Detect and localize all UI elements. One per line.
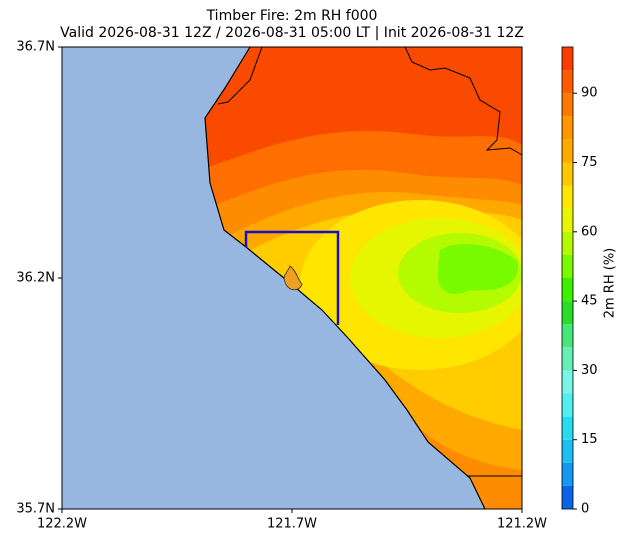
domain-box — [244, 230, 340, 325]
colorbar-segment — [562, 324, 573, 348]
colorbar-label: 2m RH (%) — [603, 248, 618, 319]
colorbar-segment — [562, 185, 573, 209]
colorbar-tick-label: 60 — [581, 224, 598, 239]
colorbar-segment — [562, 278, 573, 302]
y-tick-label: 35.7N — [16, 502, 55, 517]
y-tick-label: 36.2N — [16, 271, 55, 286]
colorbar-tick-label: 45 — [581, 294, 598, 309]
colorbar-segment — [562, 116, 573, 140]
x-tick-label: 122.2W — [37, 517, 87, 532]
colorbar-tick-label: 75 — [581, 155, 598, 170]
title: Timber Fire: 2m RH f000 — [206, 8, 378, 24]
fire-perimeter — [283, 265, 303, 291]
rh-field — [205, 47, 522, 509]
colorbar-frame — [561, 46, 574, 510]
x-tick-label: 121.2W — [497, 517, 547, 532]
subtitle: Valid 2026-08-31 12Z / 2026-08-31 05:00 … — [60, 25, 524, 41]
x-tick-label: 121.7W — [267, 517, 317, 532]
colorbar-segment — [562, 254, 573, 278]
colorbar-segment — [562, 162, 573, 186]
colorbar-segment — [562, 347, 573, 371]
colorbar-tick-label: 90 — [581, 86, 598, 101]
colorbar-segment — [562, 301, 573, 325]
colorbar-tick-label: 0 — [581, 502, 589, 517]
colorbar-segment — [562, 439, 573, 463]
colorbar-segment — [562, 370, 573, 394]
colorbar-segment — [562, 139, 573, 163]
y-tick-label: 36.7N — [16, 40, 55, 55]
colorbar-tick-label: 15 — [581, 432, 598, 447]
colorbar-segment — [562, 231, 573, 255]
border — [217, 46, 523, 477]
colorbar-segment — [562, 93, 573, 117]
colorbar-segment — [562, 416, 573, 440]
colorbar-segment — [562, 208, 573, 232]
colorbar-segment — [562, 393, 573, 417]
colorbar-segment — [562, 70, 573, 94]
colorbar-tick-label: 30 — [581, 363, 598, 378]
coastline — [204, 46, 486, 510]
colorbar-segment — [562, 462, 573, 486]
colorbar-segment — [562, 47, 573, 71]
colorbar-segment — [562, 485, 573, 509]
